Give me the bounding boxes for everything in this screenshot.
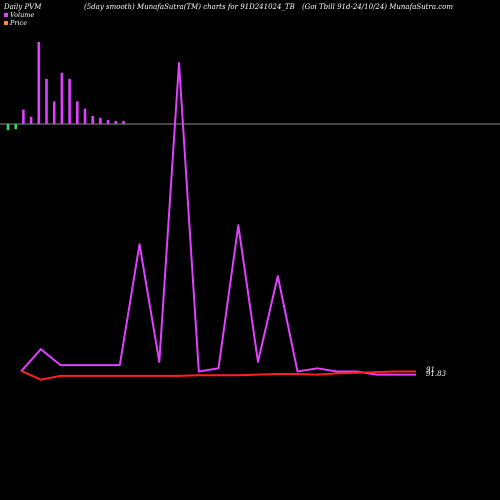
series-lines [20,62,416,381]
volume-bar [52,101,56,124]
legend-price-swatch [4,21,8,25]
volume-bar [22,109,25,124]
price-line [20,369,416,381]
volume-line [20,62,416,376]
volume-bar [6,124,10,131]
chart-title: (5day smooth) MunafaSutra(TM) charts for… [84,3,295,11]
volume-bar [76,101,79,124]
volume-bar [91,115,94,124]
volume-bar [106,119,110,124]
volume-bar [60,72,64,124]
legend-volume-label: Volume [10,11,35,19]
value-label-bottom: 91.83 [426,370,447,378]
legend-price-label: Price [10,19,28,27]
volume-bar [14,124,17,130]
volume-bars [6,42,125,131]
legend-volume-swatch [4,13,8,17]
volume-bar [114,120,118,124]
volume-bar [99,117,102,124]
chart-source-label: (Goi Tbill 91d-24/10/24) MunafaSutra.com [302,3,453,11]
volume-bar [29,116,33,124]
chart-type-label: Daily PVM [4,3,42,11]
volume-bar [122,120,125,124]
volume-bar [83,108,87,124]
legend-volume: Volume [4,11,34,19]
value-label-top: 91 [426,366,435,374]
legend-price: Price [4,19,27,27]
volume-bar [37,42,41,124]
volume-bar [45,78,48,124]
volume-bar [68,78,71,124]
